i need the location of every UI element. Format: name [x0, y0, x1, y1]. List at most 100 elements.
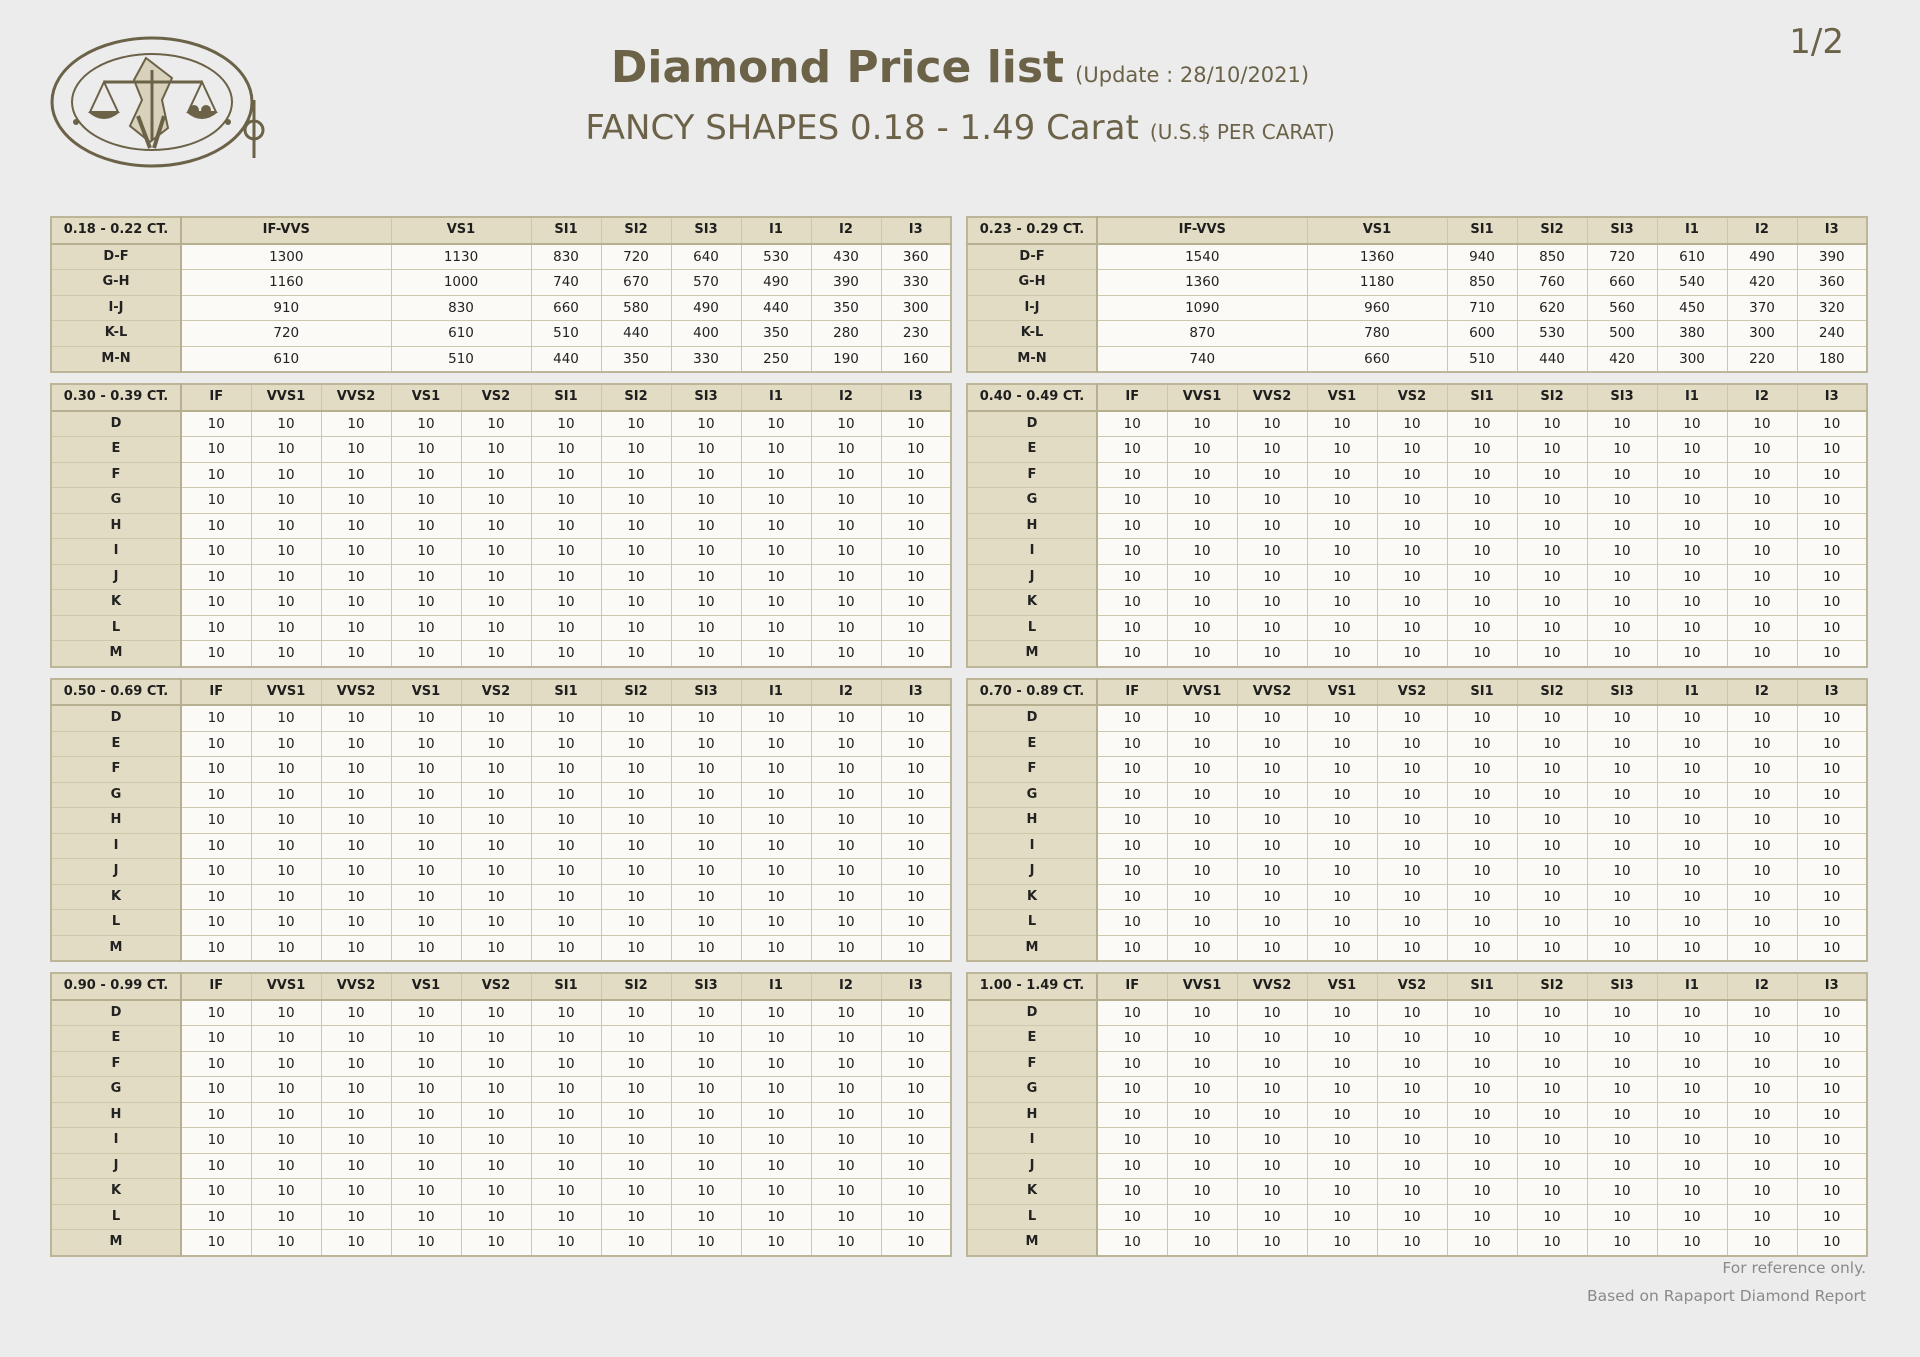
price-cell: 10 — [600, 538, 672, 565]
color-grade-label: D — [966, 999, 1098, 1026]
price-cell: 10 — [1586, 589, 1658, 616]
clarity-header: SI3 — [1586, 216, 1658, 245]
price-cell: 240 — [1796, 320, 1868, 347]
color-grade-label: F — [966, 1050, 1098, 1077]
price-cell: 10 — [250, 934, 322, 962]
price-cell: 10 — [880, 538, 952, 565]
price-cell: 10 — [1516, 858, 1588, 885]
price-cell: 10 — [740, 589, 812, 616]
update-date: (Update : 28/10/2021) — [1075, 63, 1310, 87]
price-cell: 10 — [880, 781, 952, 808]
table-row: G-H 1360 1180 850 760 660 540 420 360 — [966, 269, 1868, 296]
price-cell: 10 — [530, 1050, 602, 1077]
price-cell: 10 — [600, 1076, 672, 1103]
price-cell: 10 — [600, 832, 672, 859]
price-cell: 10 — [1306, 1025, 1378, 1052]
clarity-header: VVS1 — [250, 972, 322, 1001]
price-cell: 10 — [810, 487, 882, 514]
price-cell: 10 — [460, 883, 532, 910]
price-cell: 10 — [1516, 807, 1588, 834]
price-cell: 10 — [320, 883, 392, 910]
table-header-row: 1.00 - 1.49 CT. IF VVS1 VVS2 VS1 VS2 SI1 SI2 SI3… — [966, 972, 1868, 1001]
clarity-header: SI3 — [670, 678, 742, 706]
price-cell: 10 — [1096, 589, 1168, 616]
color-grade-label: K — [966, 1178, 1098, 1205]
color-grade-label: D — [50, 704, 182, 732]
price-cell: 370 — [1726, 294, 1798, 321]
carat-range: 0.40 - 0.49 CT. — [966, 383, 1098, 412]
price-cell: 10 — [670, 589, 742, 616]
price-cell: 10 — [740, 1076, 812, 1103]
price-cell: 10 — [1446, 1076, 1518, 1103]
clarity-header: VS2 — [1376, 383, 1448, 412]
price-cell: 10 — [250, 1101, 322, 1128]
price-cell: 10 — [880, 704, 952, 732]
price-cell: 10 — [1656, 1076, 1728, 1103]
price-cell: 10 — [1166, 512, 1238, 539]
price-cell: 10 — [1446, 858, 1518, 885]
price-cell: 10 — [1656, 909, 1728, 936]
price-cell: 10 — [740, 999, 812, 1026]
table-row: J 10 10 10 10 10 10 10 10 10 10 10 — [966, 563, 1868, 590]
price-cell: 10 — [180, 461, 252, 488]
price-cell: 10 — [390, 999, 462, 1026]
price-cell: 530 — [740, 243, 812, 270]
price-cell: 10 — [1796, 858, 1868, 885]
table-row: H 10 10 10 10 10 10 10 10 10 10 10 — [50, 807, 952, 834]
price-cell: 10 — [530, 1229, 602, 1256]
clarity-header: SI1 — [1446, 383, 1518, 412]
price-cell: 540 — [1656, 269, 1728, 296]
price-cell: 10 — [670, 934, 742, 962]
price-cell: 10 — [1166, 563, 1238, 590]
price-cell: 10 — [810, 1152, 882, 1179]
price-cell: 10 — [1096, 563, 1168, 590]
price-cell: 10 — [460, 756, 532, 783]
price-cell: 10 — [600, 614, 672, 641]
price-cell: 10 — [1376, 730, 1448, 757]
price-cell: 10 — [880, 832, 952, 859]
color-grade-label: H — [50, 807, 182, 834]
price-cell: 10 — [1726, 614, 1798, 641]
price-cell: 10 — [740, 410, 812, 437]
price-cell: 10 — [180, 1229, 252, 1256]
price-cell: 10 — [1236, 563, 1308, 590]
price-cell: 10 — [1096, 614, 1168, 641]
price-cell: 10 — [1796, 1050, 1868, 1077]
price-cell: 10 — [1446, 563, 1518, 590]
price-cell: 10 — [1796, 487, 1868, 514]
price-cell: 10 — [670, 704, 742, 732]
color-grade-label: M-N — [50, 345, 182, 373]
table-row: K 10 10 10 10 10 10 10 10 10 10 10 — [50, 883, 952, 910]
clarity-header: VS1 — [390, 216, 532, 245]
price-cell: 10 — [880, 589, 952, 616]
price-cell: 10 — [1656, 807, 1728, 834]
clarity-header: IF — [180, 972, 252, 1001]
price-cell: 10 — [1236, 704, 1308, 732]
price-cell: 10 — [1796, 512, 1868, 539]
table-row: M 10 10 10 10 10 10 10 10 10 10 10 — [966, 1229, 1868, 1256]
price-cell: 10 — [740, 704, 812, 732]
table-row: G 10 10 10 10 10 10 10 10 10 10 10 — [50, 781, 952, 808]
price-cell: 10 — [1586, 832, 1658, 859]
clarity-header: I3 — [880, 216, 952, 245]
price-cell: 530 — [1516, 320, 1588, 347]
price-cell: 10 — [530, 436, 602, 463]
price-cell: 10 — [180, 1127, 252, 1154]
price-cell: 10 — [1516, 909, 1588, 936]
price-cell: 10 — [1586, 781, 1658, 808]
price-cell: 10 — [1166, 832, 1238, 859]
color-grade-label: I — [966, 1127, 1098, 1154]
price-cell: 780 — [1306, 320, 1448, 347]
price-cell: 10 — [1376, 934, 1448, 962]
price-cell: 960 — [1306, 294, 1448, 321]
price-cell: 10 — [740, 934, 812, 962]
color-grade-label: I — [966, 832, 1098, 859]
carat-range: 0.90 - 0.99 CT. — [50, 972, 182, 1001]
price-cell: 10 — [1656, 730, 1728, 757]
price-cell: 10 — [530, 1076, 602, 1103]
price-cell: 740 — [530, 269, 602, 296]
price-cell: 10 — [320, 756, 392, 783]
color-grade-label: G — [966, 781, 1098, 808]
price-cell: 10 — [1796, 832, 1868, 859]
price-cell: 10 — [1586, 1178, 1658, 1205]
